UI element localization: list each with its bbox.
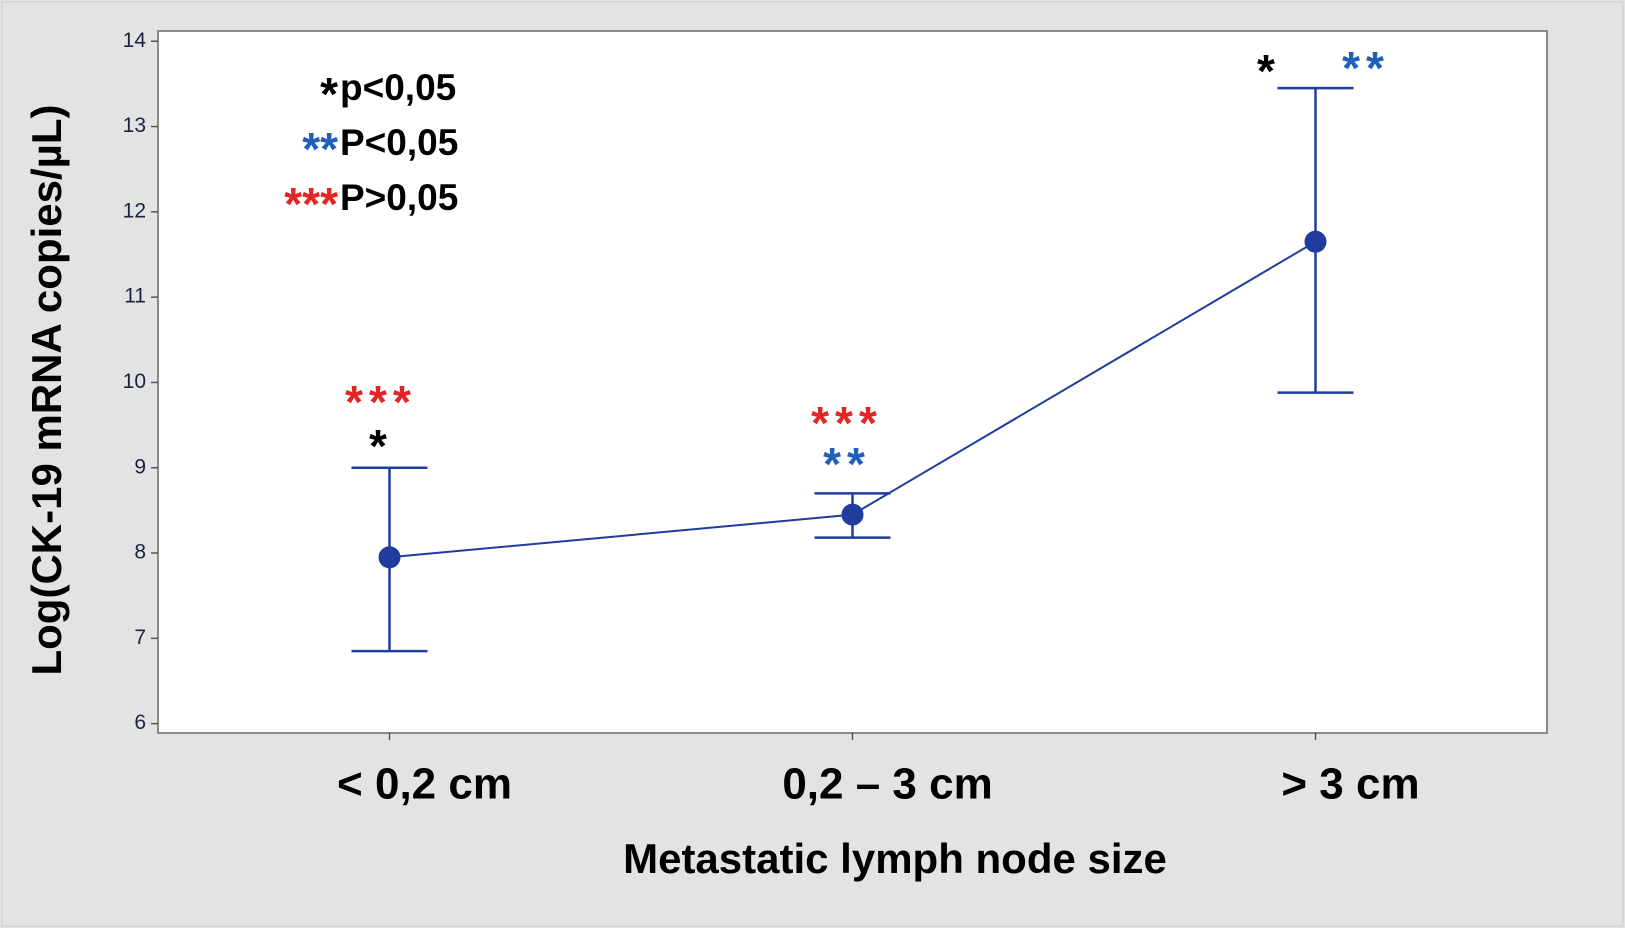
annotation: *** (811, 397, 883, 449)
y-tick-label: 11 (124, 285, 146, 308)
legend-label: P<0,05 (340, 122, 458, 163)
data-point (1304, 230, 1327, 253)
data-point (841, 503, 864, 526)
y-tick-label: 12 (123, 199, 146, 222)
legend-label: p<0,05 (340, 67, 456, 108)
y-tick-label: 7 (134, 626, 146, 649)
data-point (378, 546, 401, 569)
legend-label: P>0,05 (340, 177, 458, 218)
annotation: * (1257, 45, 1281, 97)
y-tick-label: 6 (134, 711, 146, 734)
y-tick-label: 10 (123, 370, 146, 393)
y-tick-label: 14 (123, 29, 147, 52)
x-tick-label: > 3 cm (1281, 760, 1419, 809)
y-axis-label: Log(CK-19 mRNA copies/µL) (23, 105, 70, 676)
x-tick-label: 0,2 – 3 cm (782, 760, 992, 809)
y-tick-label: 8 (134, 541, 146, 564)
annotation: ** (823, 438, 871, 490)
x-axis-label: Metastatic lymph node size (623, 835, 1167, 882)
y-tick-label: 9 (134, 455, 146, 478)
x-tick-label: < 0,2 cm (337, 760, 512, 809)
legend-symbol: ** (302, 123, 338, 175)
annotation: * (369, 420, 393, 472)
annotation: ** (1342, 42, 1390, 94)
legend-symbol: * (320, 68, 338, 120)
legend-symbol: *** (284, 178, 338, 230)
annotation: *** (345, 376, 417, 428)
y-tick-label: 13 (123, 114, 146, 137)
